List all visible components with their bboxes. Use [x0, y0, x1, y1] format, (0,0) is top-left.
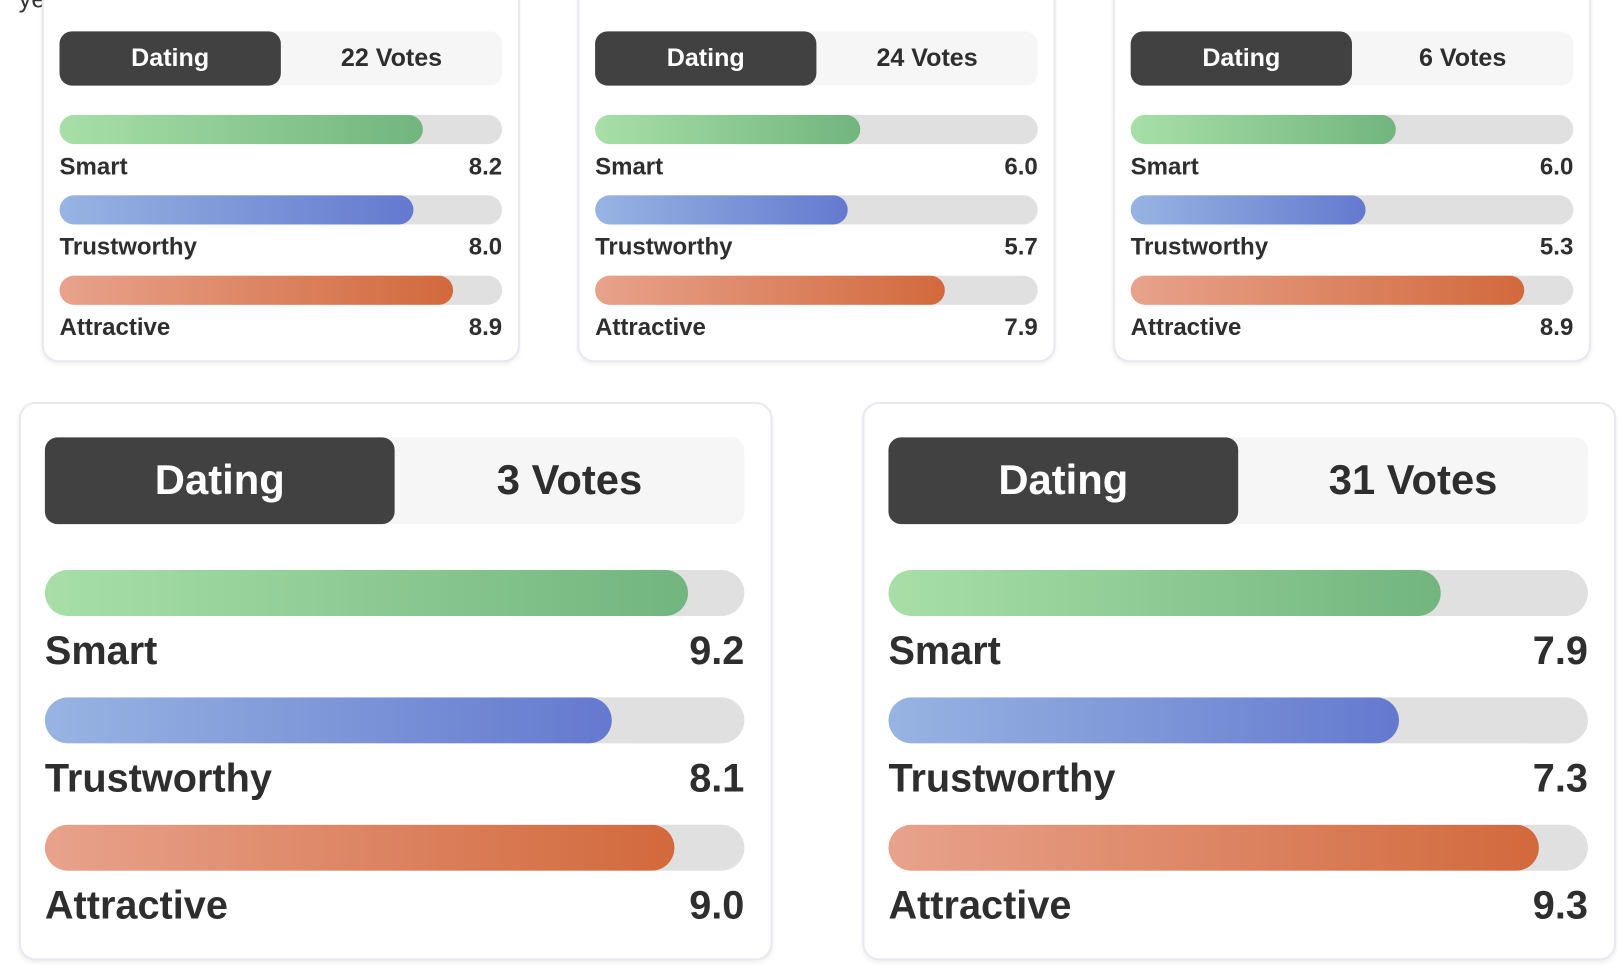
rating-value: 9.2 [689, 629, 745, 674]
bar-track [44, 570, 745, 616]
rating-name: Trustworthy [59, 232, 197, 260]
category-toggle: Dating 24 Votes [595, 31, 1038, 86]
rating-card: Dating 22 Votes Smart 8.2 Trustworthy 8.0 Attr… [41, 0, 520, 363]
bar-track [44, 824, 745, 871]
bar [888, 570, 1442, 616]
bar-track [595, 275, 1038, 305]
rating-row: Trustworthy 8.0 [60, 224, 503, 275]
rating-row: Smart 8.2 [60, 144, 503, 195]
rating-row: Smart 9.2 [45, 616, 744, 697]
bar-track [1130, 114, 1574, 145]
rating-name: Smart [888, 629, 1001, 674]
rating-value: 7.9 [1004, 313, 1038, 341]
rating-name: Trustworthy [888, 756, 1116, 801]
bar [888, 697, 1400, 744]
rating-value: 7.9 [1532, 629, 1588, 674]
bar [59, 114, 423, 145]
rating-value: 6.0 [1004, 152, 1038, 180]
rating-name: Smart [44, 629, 158, 674]
rating-name: Smart [595, 152, 664, 180]
bar [888, 824, 1539, 871]
votes-label: 3 Votes [496, 457, 643, 504]
category-toggle: Dating 22 Votes [59, 31, 503, 86]
rating-value: 8.1 [689, 756, 745, 801]
rating-row: Trustworthy 5.7 [595, 224, 1038, 275]
rating-name: Trustworthy [1130, 232, 1269, 260]
rating-name: Trustworthy [595, 232, 733, 260]
rating-row: Trustworthy 7.3 [888, 743, 1587, 824]
rating-row: Attractive 7.9 [595, 305, 1038, 356]
rating-name: Attractive [59, 313, 171, 341]
votes-label: 6 Votes [1419, 43, 1507, 73]
rating-row: Attractive 8.9 [60, 305, 503, 356]
bar [44, 570, 689, 616]
bar [595, 195, 848, 225]
rating-value: 9.0 [689, 884, 745, 929]
category-label: Dating [59, 31, 281, 86]
rating-name: Attractive [595, 313, 706, 341]
rating-row: Attractive 9.0 [45, 871, 744, 952]
rating-value: 6.0 [1539, 152, 1574, 180]
bar-track [44, 697, 745, 744]
category-toggle: Dating 3 Votes [44, 437, 745, 525]
rating-value: 7.3 [1532, 756, 1588, 801]
rating-row: Trustworthy 8.1 [45, 743, 744, 824]
rating-card: Dating 24 Votes Smart 6.0 Trustworthy 5.7 Attr… [577, 0, 1056, 363]
rating-name: Attractive [44, 884, 228, 929]
bar-track [59, 195, 503, 225]
rating-row: Smart 6.0 [1131, 144, 1574, 195]
rating-value: 9.3 [1532, 884, 1588, 929]
bar [59, 195, 414, 225]
votes-label: 24 Votes [876, 43, 978, 73]
rating-name: Attractive [1130, 313, 1242, 341]
rating-name: Trustworthy [44, 756, 272, 801]
bar-track [59, 114, 503, 145]
votes-label: 31 Votes [1328, 457, 1498, 504]
rating-value: 5.3 [1539, 232, 1574, 260]
category-toggle: Dating 6 Votes [1130, 31, 1574, 86]
rating-value: 8.2 [468, 152, 503, 180]
bar [44, 697, 612, 744]
category-toggle: Dating 31 Votes [888, 437, 1588, 525]
rating-value: 8.9 [468, 313, 503, 341]
bar [59, 275, 454, 305]
rating-value: 5.7 [1004, 232, 1038, 260]
bar-track [595, 195, 1038, 225]
rating-value: 8.0 [468, 232, 503, 260]
bar-track [59, 275, 503, 305]
bar [1130, 195, 1366, 225]
rating-row: Trustworthy 5.3 [1131, 224, 1574, 275]
rating-card: Dating 31 Votes Smart 7.9 Trustworthy 7.3 Attr… [862, 401, 1617, 961]
bar [1130, 275, 1525, 305]
bar-track [1130, 195, 1574, 225]
rating-row: Smart 7.9 [888, 616, 1587, 697]
bar [44, 824, 675, 871]
bar [595, 114, 861, 145]
rating-name: Smart [59, 152, 128, 180]
votes-label: 22 Votes [340, 43, 443, 73]
rating-name: Smart [1130, 152, 1199, 180]
bar-track [888, 824, 1588, 871]
bar [1130, 114, 1397, 145]
rating-card: Dating 6 Votes Smart 6.0 Trustworthy 5.3 Attra… [1112, 0, 1592, 363]
bar-track [595, 114, 1038, 145]
category-label: Dating [888, 437, 1239, 525]
category-label: Dating [44, 437, 395, 525]
bar-track [888, 570, 1588, 616]
bar-track [888, 697, 1588, 744]
rating-name: Attractive [888, 884, 1072, 929]
rating-card: Dating 3 Votes Smart 9.2 Trustworthy 8.1 Attra… [18, 401, 773, 961]
bar-track [1130, 275, 1574, 305]
category-label: Dating [595, 31, 817, 86]
rating-row: Smart 6.0 [595, 144, 1038, 195]
bar [595, 275, 945, 305]
rating-row: Attractive 8.9 [1131, 305, 1574, 356]
category-label: Dating [1130, 31, 1352, 86]
rating-row: Attractive 9.3 [888, 871, 1587, 952]
rating-value: 8.9 [1539, 313, 1574, 341]
